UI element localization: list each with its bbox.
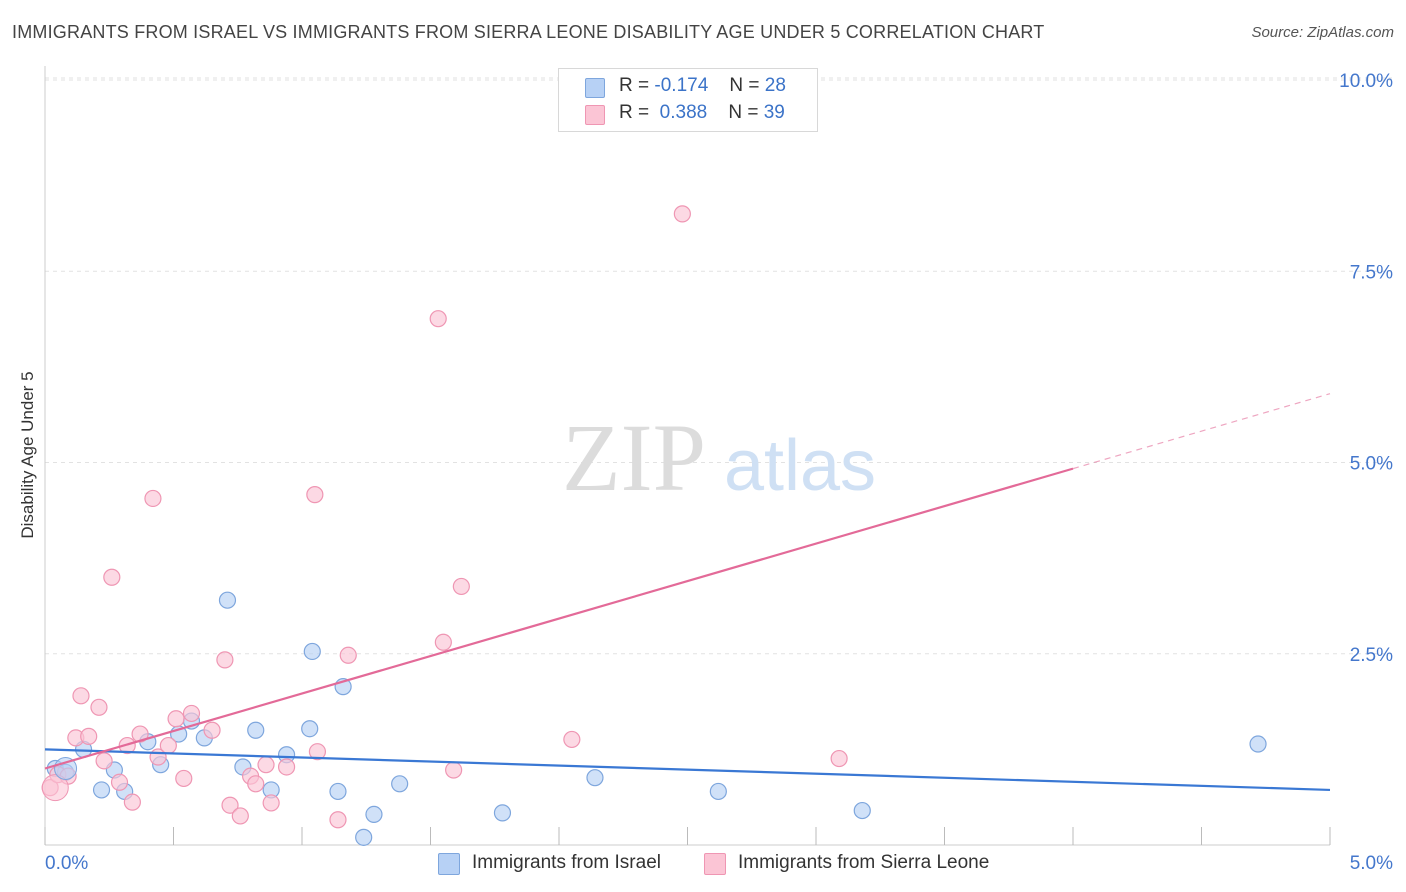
y-tick-label: 2.5% xyxy=(1350,645,1393,666)
x-tick-label: 5.0% xyxy=(1350,853,1393,874)
data-points xyxy=(41,205,1267,846)
watermark-zip: ZIP xyxy=(562,404,706,511)
sierra-leone-point xyxy=(221,796,239,814)
legend-swatch-sierra-leone xyxy=(585,105,605,125)
grid-lines xyxy=(45,77,1392,655)
sierra-leone-point xyxy=(339,646,357,664)
sierra-leone-point xyxy=(175,769,193,788)
axes xyxy=(44,66,1331,846)
sierra-leone-point xyxy=(167,710,185,728)
sierra-leone-point xyxy=(41,774,69,802)
israel-point xyxy=(391,775,409,793)
correlation-legend: R = -0.174 N = 28 R = 0.388 N = 39 xyxy=(558,68,818,132)
legend-label-sierra-leone: Immigrants from Sierra Leone xyxy=(738,852,990,873)
x-tick-label: 0.0% xyxy=(45,853,88,874)
sierra-leone-point xyxy=(95,752,113,770)
sierra-leone-point xyxy=(72,687,90,705)
watermark: ZIP atlas xyxy=(562,404,876,511)
israel-point xyxy=(493,804,512,822)
y-tick-label: 7.5% xyxy=(1350,262,1393,283)
trend-lines xyxy=(44,393,1331,792)
y-tick-label: 5.0% xyxy=(1350,454,1393,475)
r-value-sierra-leone: 0.388 xyxy=(659,102,708,123)
israel-point xyxy=(301,720,319,738)
israel-point xyxy=(247,721,265,739)
y-tick-label: 10.0% xyxy=(1339,71,1393,92)
sierra-leone-point xyxy=(262,794,280,812)
israel-point xyxy=(303,642,321,661)
sierra-leone-point xyxy=(277,758,296,776)
sierra-leone-point xyxy=(103,568,121,586)
n-label: N = xyxy=(729,75,760,96)
x-tick-labels: 0.0% 5.0% xyxy=(45,853,1393,874)
israel-point xyxy=(1249,735,1267,753)
r-label: R = xyxy=(619,75,650,96)
legend-swatch-israel xyxy=(438,853,460,875)
sierra-leone-point xyxy=(329,811,347,829)
source-label: Source: ZipAtlas.com xyxy=(1251,24,1394,41)
sierra-leone-trend-line xyxy=(44,467,1074,770)
sierra-leone-point xyxy=(830,749,848,768)
sierra-leone-point xyxy=(231,807,249,825)
sierra-leone-trend-line-extension xyxy=(1072,393,1331,470)
sierra-leone-point xyxy=(159,736,177,755)
sierra-leone-point xyxy=(90,698,108,716)
sierra-leone-point xyxy=(445,761,463,779)
legend-swatch-israel xyxy=(585,78,605,98)
sierra-leone-point xyxy=(131,725,149,743)
legend-swatch-sierra-leone xyxy=(704,853,726,875)
sierra-leone-point xyxy=(80,727,98,745)
sierra-leone-point xyxy=(182,704,201,723)
chart-title: IMMIGRANTS FROM ISRAEL VS IMMIGRANTS FRO… xyxy=(12,22,1045,42)
israel-point xyxy=(92,781,111,799)
sierra-leone-point xyxy=(216,651,234,669)
sierra-leone-point xyxy=(110,773,129,791)
sierra-leone-point xyxy=(306,486,324,504)
sierra-leone-point xyxy=(257,756,275,774)
sierra-leone-point xyxy=(203,721,221,739)
sierra-leone-point xyxy=(452,577,470,596)
israel-point xyxy=(329,782,347,801)
israel-point xyxy=(218,591,237,609)
watermark-atlas: atlas xyxy=(724,426,876,506)
israel-point xyxy=(709,782,727,801)
n-label: N = xyxy=(728,102,759,123)
israel-point xyxy=(853,801,871,820)
y-tick-labels: 2.5% 5.0% 7.5% 10.0% xyxy=(1339,71,1393,666)
israel-point xyxy=(365,805,383,824)
sierra-leone-point xyxy=(434,633,452,651)
sierra-leone-point xyxy=(123,793,141,811)
legend-label-israel: Immigrants from Israel xyxy=(472,852,661,873)
sierra-leone-point xyxy=(308,743,327,761)
n-value-sierra-leone: 39 xyxy=(763,102,785,123)
israel-point xyxy=(355,828,373,846)
sierra-leone-point xyxy=(144,489,162,508)
sierra-leone-point xyxy=(429,310,447,328)
sierra-leone-point xyxy=(673,205,691,223)
r-value-israel: -0.174 xyxy=(654,75,709,96)
sierra-leone-point xyxy=(247,775,265,793)
israel-point xyxy=(586,769,604,787)
n-value-israel: 28 xyxy=(764,75,786,96)
r-label: R = xyxy=(619,102,650,123)
israel-trend-line xyxy=(44,748,1331,792)
sierra-leone-point xyxy=(563,730,581,749)
